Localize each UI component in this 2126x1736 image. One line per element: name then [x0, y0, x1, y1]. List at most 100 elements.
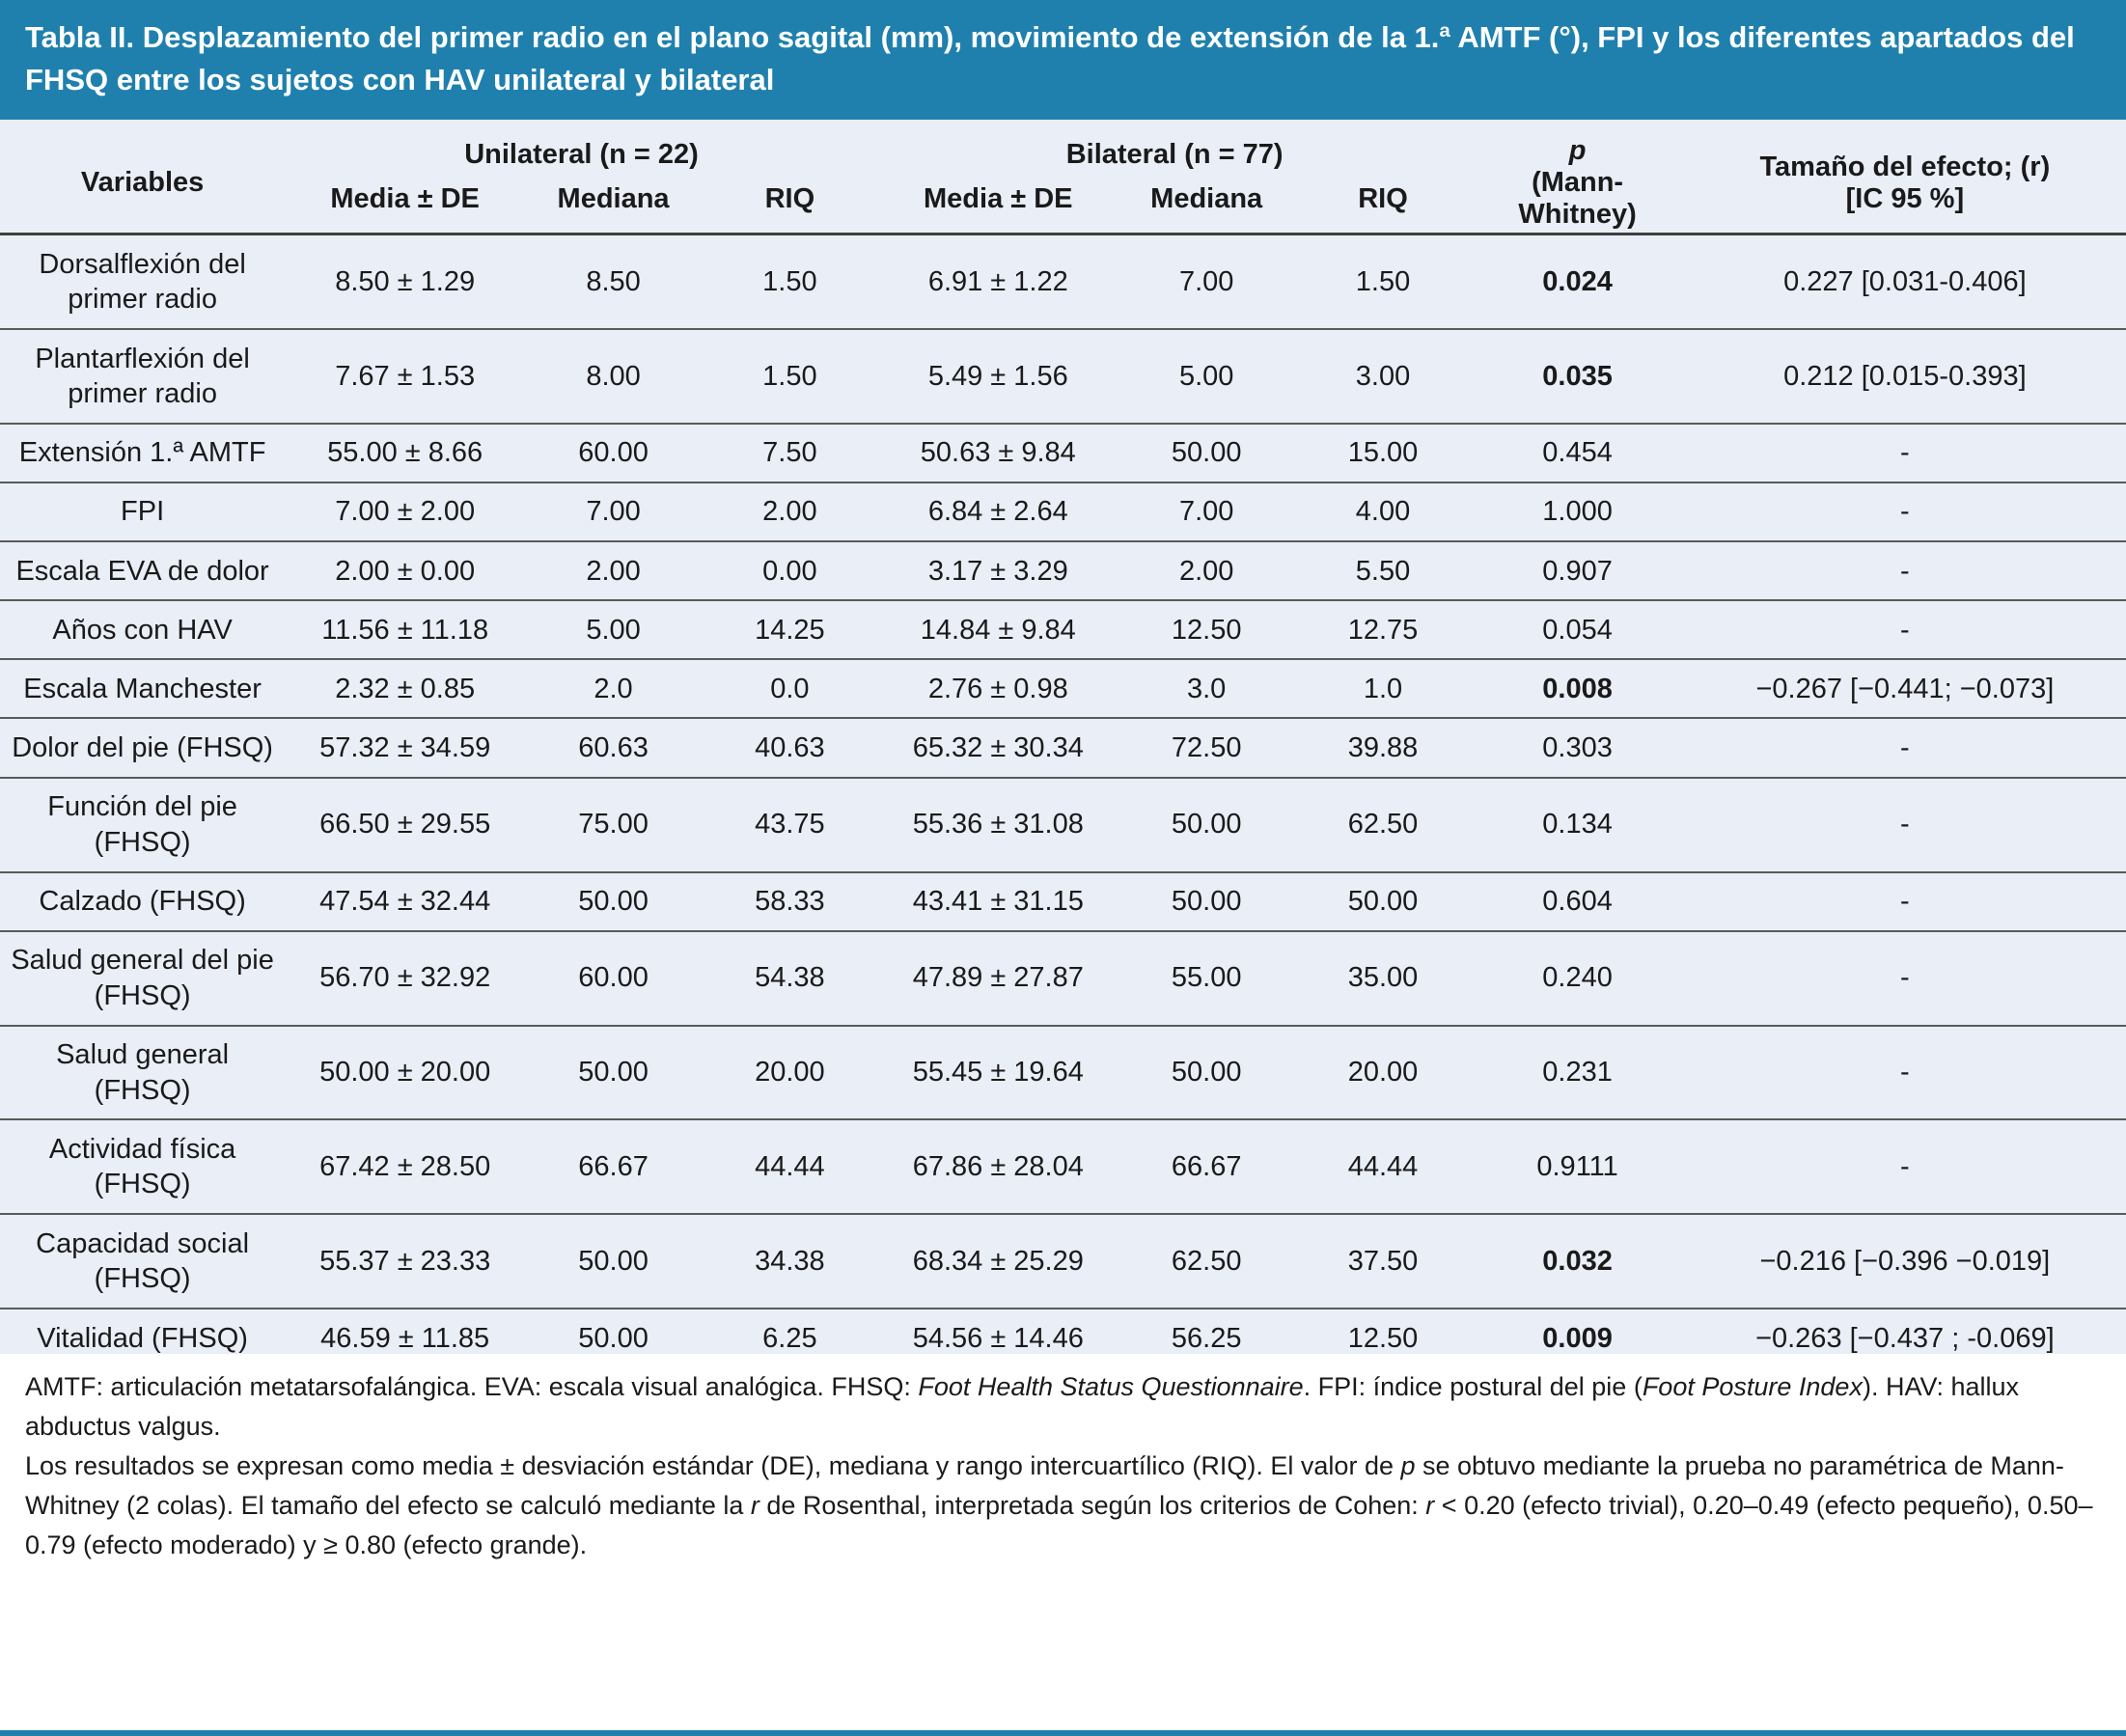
- uni-mediana-cell: 60.63: [525, 718, 702, 779]
- uni-mediana-cell: 50.00: [525, 1025, 702, 1121]
- bi-mediana-cell: 72.50: [1118, 718, 1295, 779]
- p-value-cell: 0.303: [1471, 718, 1684, 779]
- uni-media-cell: 2.32 ± 0.85: [285, 659, 526, 720]
- bi-riq-cell: 1.50: [1294, 234, 1472, 330]
- p-value-cell: 0.009: [1542, 1322, 1613, 1354]
- variables-column-header: Variables: [0, 120, 286, 236]
- bi-mediana-cell: 50.00: [1118, 871, 1295, 932]
- bi-riq-cell: 15.00: [1294, 423, 1472, 483]
- variable-name-cell: Salud general del pie (FHSQ): [0, 930, 286, 1027]
- p-column-header: p (Mann-Whitney): [1471, 120, 1684, 236]
- effect-size-label: Tamaño del efecto; (r): [1759, 151, 2051, 182]
- bi-media-cell: 68.34 ± 25.29: [877, 1214, 1118, 1310]
- bi-riq-cell: 39.88: [1294, 718, 1472, 779]
- uni-riq-cell: 7.50: [701, 423, 878, 483]
- bi-media-cell: 65.32 ± 30.34: [877, 718, 1118, 779]
- variable-name-cell: Vitalidad (FHSQ): [37, 1322, 248, 1354]
- uni-mediana-cell: 5.00: [525, 600, 702, 661]
- footnote-methods: Los resultados se expresan como media ± …: [25, 1447, 2101, 1565]
- footnote-segment: < 0.20 (efecto trivial), 0.20–0.49 (efec…: [25, 1490, 2093, 1559]
- bi-riq-cell: 35.00: [1294, 930, 1472, 1027]
- bi-mediana-cell: 50.00: [1118, 1025, 1295, 1121]
- uni-mediana-cell: 60.00: [525, 423, 702, 483]
- variable-name-cell: Capacidad social (FHSQ): [0, 1214, 286, 1310]
- variable-name-cell: Escala EVA de dolor: [0, 541, 286, 602]
- bi-riq-cell: 1.0: [1294, 659, 1472, 720]
- bi-media-subheader: Media ± DE: [877, 177, 1118, 236]
- unilateral-group-header: Unilateral (n = 22): [464, 139, 699, 171]
- effect-size-cell: -: [1683, 423, 2126, 483]
- variable-name-cell: Función del pie (FHSQ): [0, 777, 286, 873]
- table-row: Capacidad social (FHSQ) 55.37 ± 23.33 50…: [0, 1214, 2126, 1310]
- uni-mediana-cell: 60.00: [525, 930, 702, 1027]
- variable-name-cell: Calzado (FHSQ): [0, 871, 286, 932]
- footnote-segment: Los resultados se expresan como media ± …: [25, 1450, 1401, 1480]
- bi-mediana-cell: 7.00: [1118, 482, 1295, 543]
- table-row: Escala EVA de dolor 2.00 ± 0.00 2.00 0.0…: [0, 541, 2126, 602]
- footnote-segment: de Rosenthal, interpretada según los cri…: [759, 1490, 1426, 1520]
- variable-name-cell: Actividad física (FHSQ): [0, 1119, 286, 1216]
- uni-mediana-cell: 50.00: [525, 1214, 702, 1310]
- uni-media-cell: 47.54 ± 32.44: [285, 871, 526, 932]
- effect-size-cell: −0.263 [−0.437 ; -0.069]: [1755, 1322, 2055, 1354]
- footnote-abbreviations: AMTF: articulación metatarsofalángica. E…: [25, 1367, 2101, 1447]
- uni-riq-cell: 43.75: [701, 777, 878, 873]
- bilateral-group-header: Bilateral (n = 77): [1065, 139, 1284, 171]
- table-row: Vitalidad (FHSQ) 46.59 ± 11.85 50.00 6.2…: [0, 1309, 2126, 1368]
- footnote-segment: ). HAV: hallux abductus valgus.: [25, 1371, 2020, 1441]
- uni-media-cell: 7.00 ± 2.00: [285, 482, 526, 543]
- uni-riq-cell: 40.63: [701, 718, 878, 779]
- uni-riq-cell: 1.50: [701, 234, 878, 330]
- bi-mediana-cell: 50.00: [1118, 423, 1295, 483]
- uni-riq-subheader: RIQ: [701, 177, 878, 236]
- bi-mediana-cell: 66.67: [1118, 1119, 1295, 1216]
- table-row: Escala Manchester 2.32 ± 0.85 2.0 0.0 2.…: [0, 659, 2126, 720]
- table-row: Plantarflexión del primer radio 7.67 ± 1…: [0, 328, 2126, 425]
- p-value-cell: 0.134: [1471, 777, 1684, 873]
- uni-mediana-cell: 7.00: [525, 482, 702, 543]
- p-value-cell: 0.032: [1471, 1214, 1684, 1310]
- effect-size-cell: -: [1683, 541, 2126, 602]
- uni-riq-cell: 2.00: [701, 482, 878, 543]
- p-test-name: (Mann-Whitney): [1518, 167, 1637, 231]
- effect-size-cell: 0.227 [0.031-0.406]: [1683, 234, 2126, 330]
- bi-media-cell: 67.86 ± 28.04: [877, 1119, 1118, 1216]
- uni-riq-cell: 0.00: [701, 541, 878, 602]
- effect-size-cell: -: [1683, 777, 2126, 873]
- uni-media-cell: 56.70 ± 32.92: [285, 930, 526, 1027]
- footnote-italic-segment: r: [750, 1490, 759, 1520]
- variable-name-cell: Dolor del pie (FHSQ): [0, 718, 286, 779]
- uni-mediana-subheader: Mediana: [525, 177, 702, 236]
- table-row: Función del pie (FHSQ) 66.50 ± 29.55 75.…: [0, 777, 2126, 873]
- p-value-cell: 0.231: [1471, 1025, 1684, 1121]
- effect-size-ci-label: [IC 95 %]: [1845, 182, 1965, 214]
- variable-name-cell: Extensión 1.ª AMTF: [0, 423, 286, 483]
- bi-riq-cell: 20.00: [1294, 1025, 1472, 1121]
- bi-media-cell: 47.89 ± 27.87: [877, 930, 1118, 1027]
- uni-media-cell: 8.50 ± 1.29: [285, 234, 526, 330]
- footnote-italic-segment: r: [1425, 1490, 1435, 1520]
- table-row: Años con HAV 11.56 ± 11.18 5.00 14.25 14…: [0, 600, 2126, 661]
- uni-media-cell: 55.00 ± 8.66: [285, 423, 526, 483]
- bi-riq-cell: 12.50: [1347, 1322, 1419, 1354]
- uni-media-cell: 7.67 ± 1.53: [285, 328, 526, 425]
- uni-riq-cell: 14.25: [701, 600, 878, 661]
- p-value-cell: 0.907: [1471, 541, 1684, 602]
- p-value-cell: 0.454: [1471, 423, 1684, 483]
- table-row: FPI 7.00 ± 2.00 7.00 2.00 6.84 ± 2.64 7.…: [0, 482, 2126, 543]
- uni-media-cell: 66.50 ± 29.55: [285, 777, 526, 873]
- bi-media-cell: 14.84 ± 9.84: [877, 600, 1118, 661]
- bi-media-cell: 55.36 ± 31.08: [877, 777, 1118, 873]
- table-title-banner: Tabla II. Desplazamiento del primer radi…: [0, 0, 2126, 121]
- effect-size-cell: -: [1683, 600, 2126, 661]
- uni-media-cell: 50.00 ± 20.00: [285, 1025, 526, 1121]
- bi-media-cell: 5.49 ± 1.56: [877, 328, 1118, 425]
- p-value-cell: 0.024: [1471, 234, 1684, 330]
- bi-mediana-subheader: Mediana: [1118, 177, 1295, 236]
- bi-riq-cell: 37.50: [1294, 1214, 1472, 1310]
- table-body: Dorsalflexión del primer radio 8.50 ± 1.…: [0, 234, 2126, 1369]
- table-row: Salud general del pie (FHSQ) 56.70 ± 32.…: [0, 930, 2126, 1027]
- uni-media-cell: 2.00 ± 0.00: [285, 541, 526, 602]
- p-value-cell: 0.008: [1471, 659, 1684, 720]
